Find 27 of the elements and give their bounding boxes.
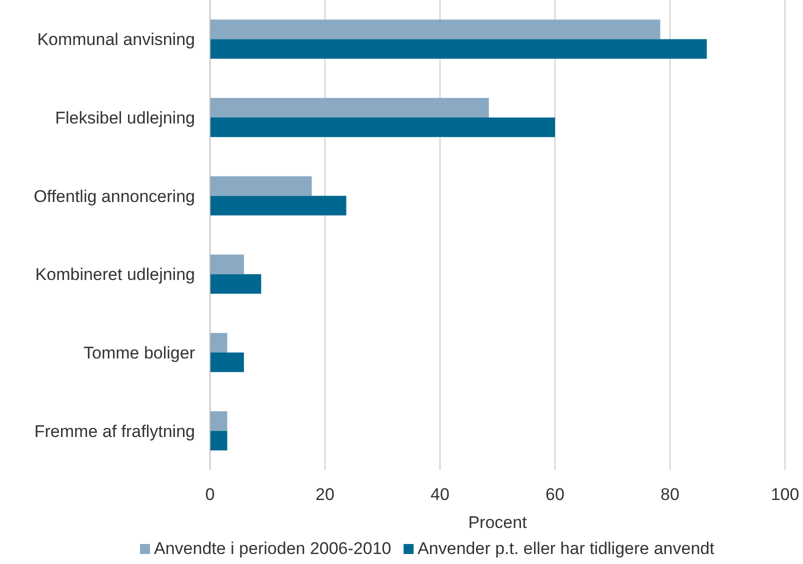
y-tick-label: Tomme boliger	[84, 344, 196, 362]
bar	[210, 196, 346, 216]
bar	[210, 352, 244, 372]
bar	[210, 98, 489, 118]
x-tick-label: 0	[205, 485, 215, 504]
legend-label: Anvender p.t. eller har tidligere anvendt	[418, 539, 715, 558]
x-tick-label: 40	[430, 485, 450, 504]
bar	[210, 20, 660, 40]
bar	[210, 118, 555, 138]
bar	[210, 39, 707, 59]
x-tick-label: 80	[660, 485, 680, 504]
bar	[210, 332, 228, 352]
y-tick-label: Kombineret udlejning	[35, 265, 195, 284]
legend-label: Anvendte i perioden 2006-2010	[154, 539, 392, 558]
y-tick-label: Fremme af fraflytning	[34, 422, 195, 441]
y-tick-label: Offentlig annoncering	[34, 186, 195, 206]
bar	[210, 274, 262, 294]
y-tick-label: Kommunal anvisning	[37, 30, 195, 50]
bar	[210, 176, 312, 196]
x-tick-label: 20	[316, 485, 334, 504]
bar	[210, 411, 228, 431]
bar	[210, 254, 244, 274]
x-axis-title: Procent	[468, 513, 528, 532]
bar	[210, 430, 228, 450]
y-tick-label: Fleksibel udlejning	[55, 108, 195, 128]
x-tick-label: 60	[546, 485, 564, 504]
x-tick-label: 100	[770, 485, 800, 504]
